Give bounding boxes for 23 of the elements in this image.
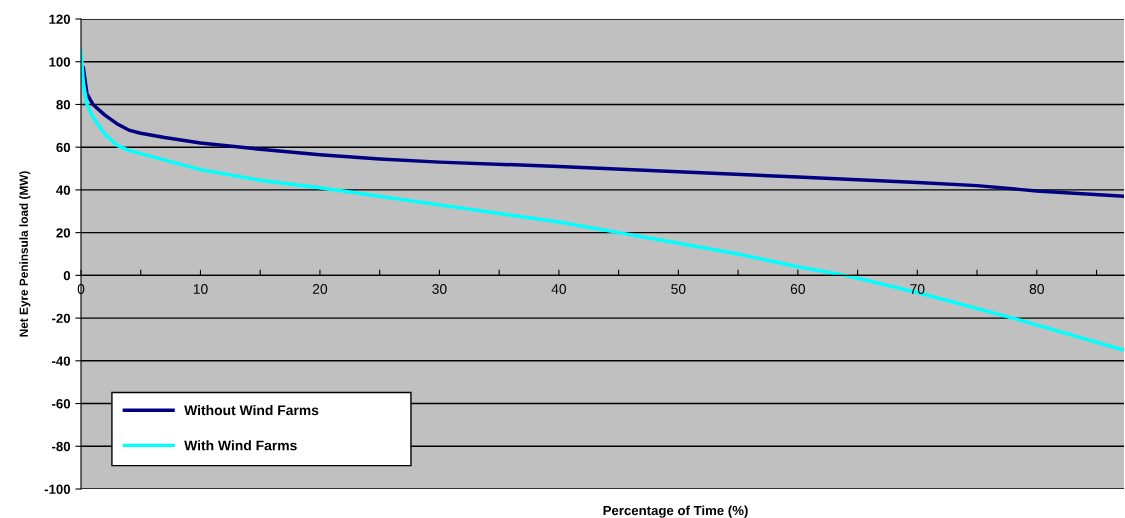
x-tick-label: 60 — [790, 284, 806, 294]
y-tick-label: -80 — [52, 441, 71, 452]
y-axis-title: Net Eyre Peninsula load (MW) — [19, 171, 31, 337]
y-tick-label: 100 — [49, 57, 71, 67]
x-tick-label: 80 — [1029, 284, 1044, 294]
y-tick-label: -60 — [52, 399, 71, 409]
legend-label: With Wind Farms — [184, 440, 297, 451]
y-tick-label: 20 — [56, 228, 71, 238]
legend-label: Without Wind Farms — [184, 404, 319, 416]
y-tick-label: 80 — [56, 100, 71, 110]
y-tick-label: 40 — [56, 185, 71, 195]
x-axis-title: Percentage of Time (%) — [603, 505, 748, 518]
y-tick-label: 60 — [56, 142, 71, 153]
y-tick-label: 120 — [49, 14, 71, 24]
x-tick-label: 30 — [432, 284, 447, 294]
y-tick-label: -20 — [52, 313, 71, 323]
x-tick-label: 20 — [312, 284, 328, 294]
x-tick-label: 50 — [671, 284, 686, 294]
y-tick-label: 0 — [63, 270, 71, 281]
y-tick-label: -40 — [52, 356, 71, 366]
y-tick-label: -100 — [44, 484, 71, 494]
x-tick-label: 10 — [193, 284, 208, 294]
x-tick-label: 40 — [551, 284, 567, 294]
